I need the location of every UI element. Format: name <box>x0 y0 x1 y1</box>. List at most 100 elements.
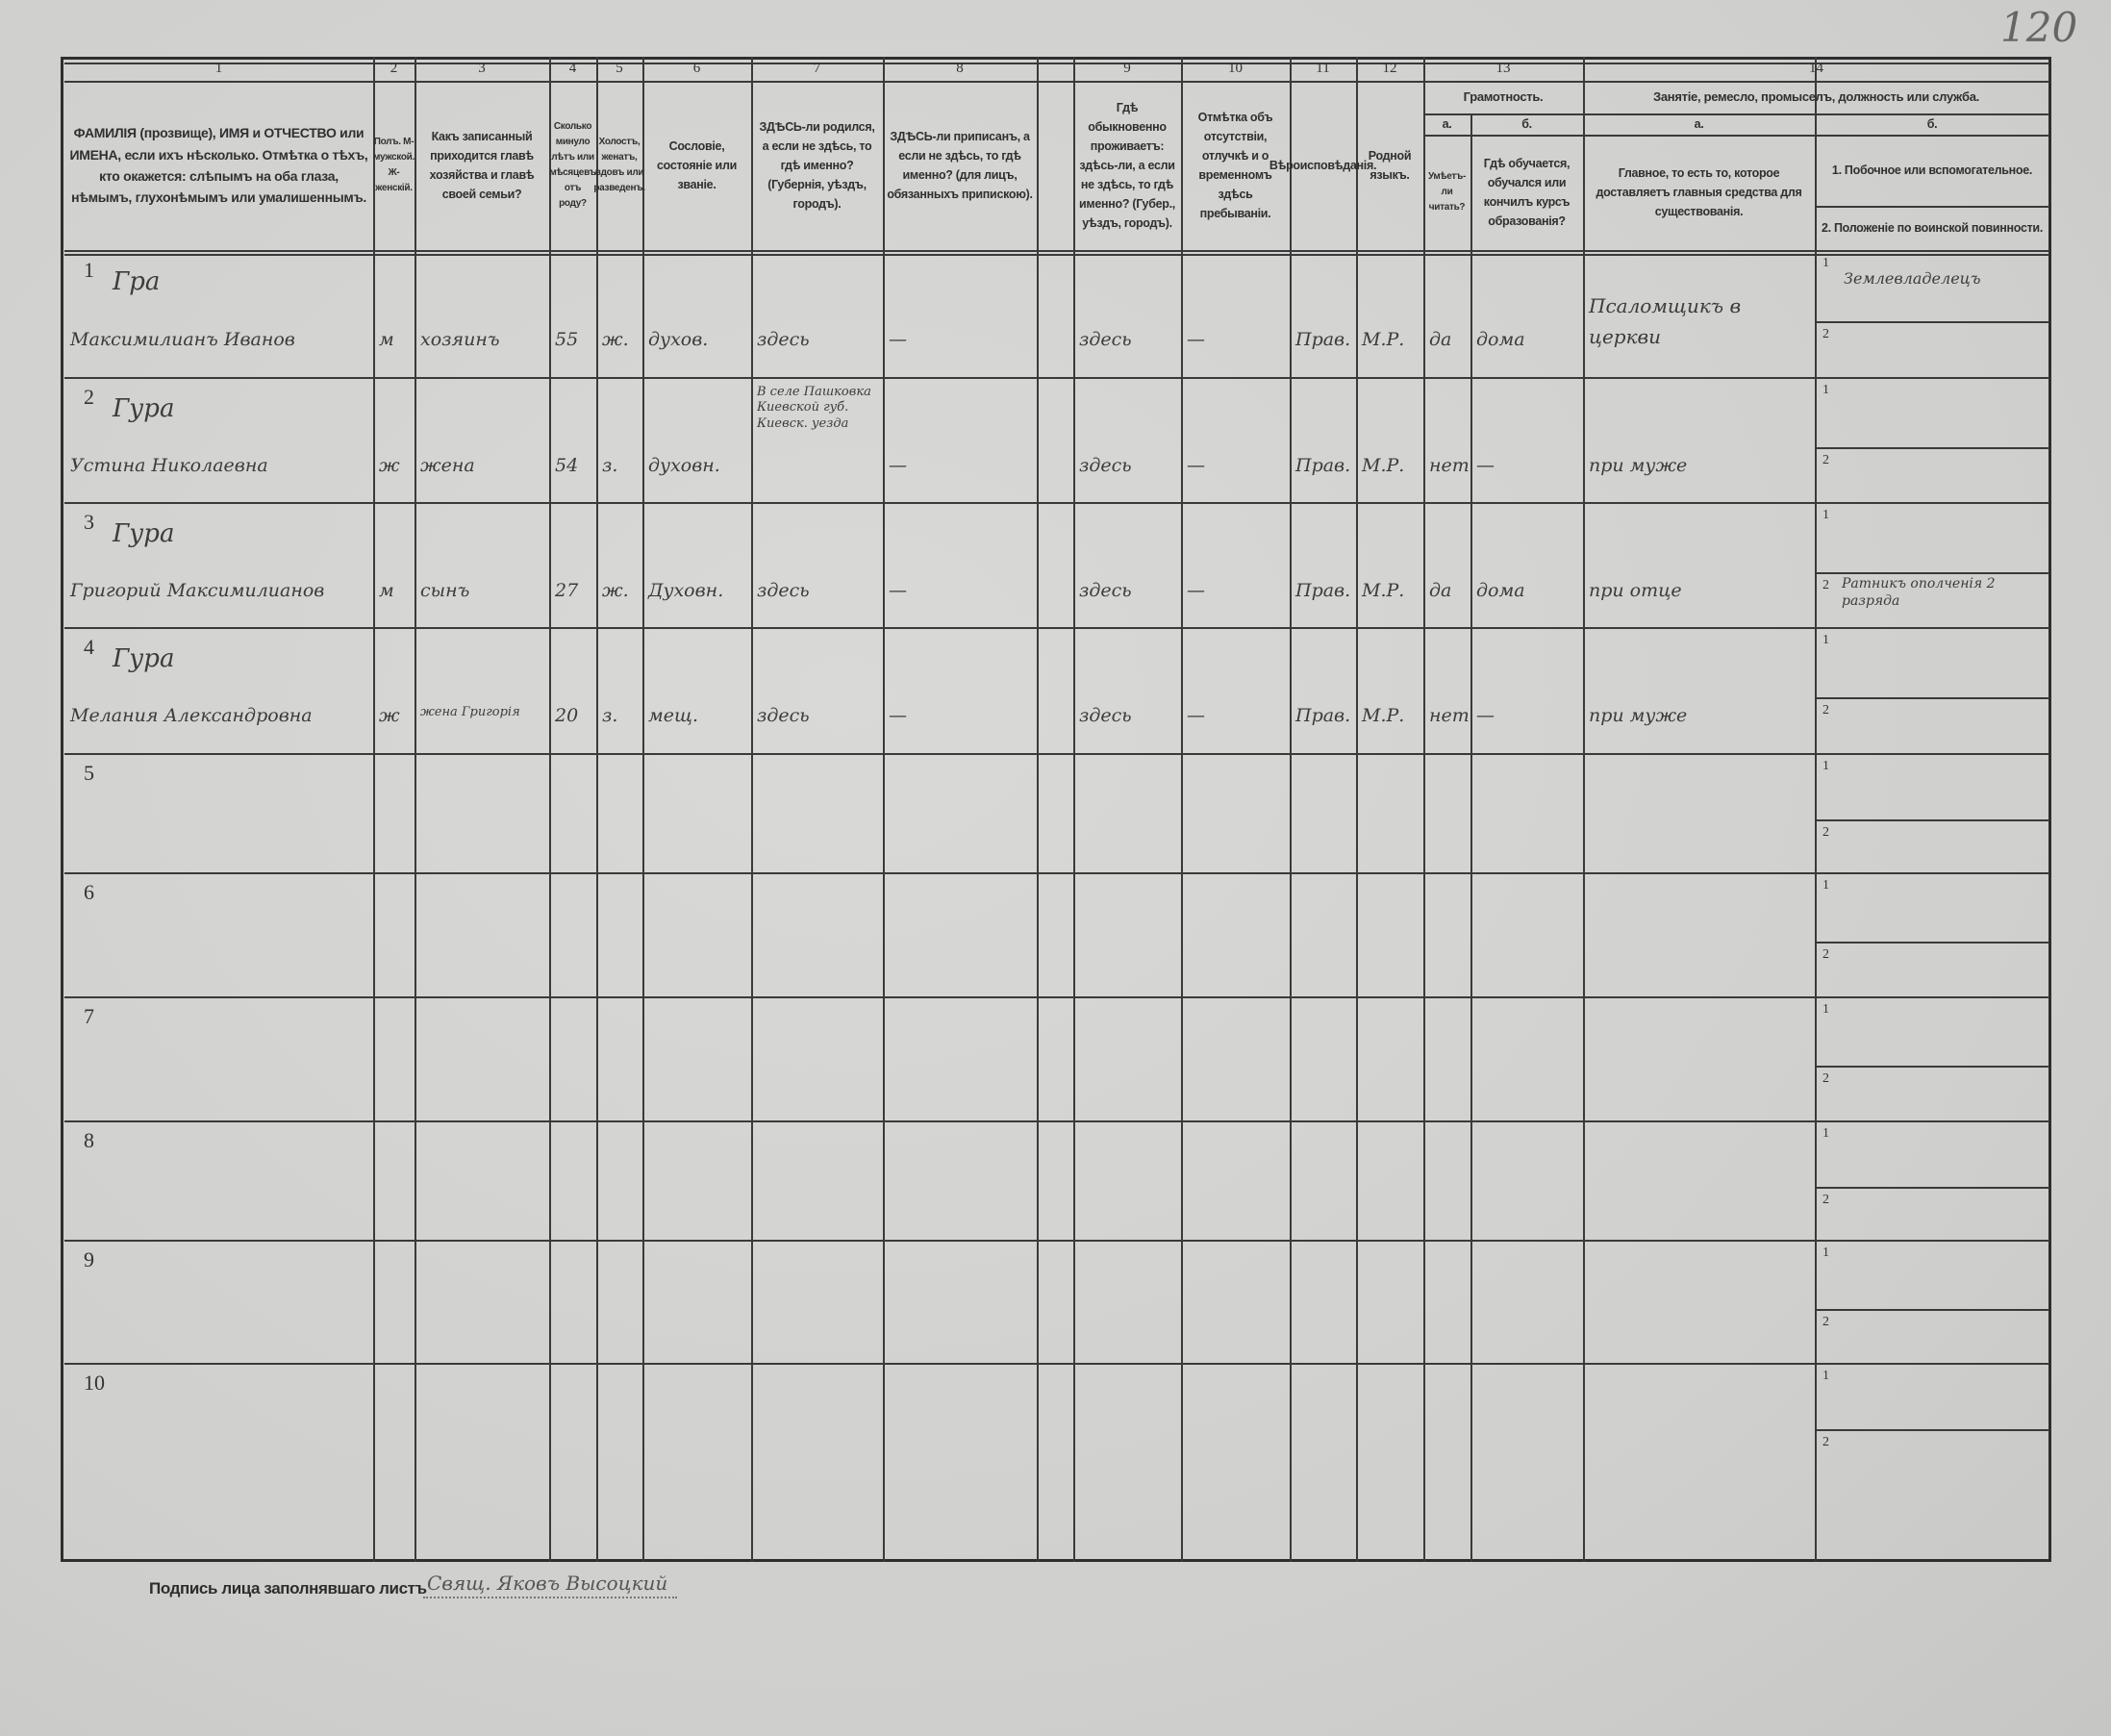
row-number: 1 <box>84 258 94 282</box>
column-number: 10 <box>1228 61 1243 76</box>
row-number: 7 <box>84 1004 94 1028</box>
rule-vertical <box>642 57 644 1562</box>
rule-horizontal <box>1815 1309 2049 1311</box>
cell-marital: ж. <box>602 329 629 350</box>
cell-registered: — <box>889 705 907 726</box>
sub-line-1: 1 <box>1822 1369 1829 1383</box>
rule-vertical <box>415 57 416 1562</box>
cell-age: 55 <box>555 329 579 350</box>
cell-name: Устина Николаевна <box>70 455 268 476</box>
cell-residence: здесь <box>1079 705 1132 726</box>
sub-line-1: 1 <box>1822 759 1829 773</box>
signature-value: Свящ. Яковъ Высоцкий <box>423 1572 678 1598</box>
cell-residence: здесь <box>1079 455 1132 476</box>
rule-horizontal <box>1815 697 2049 699</box>
column-number: 2 <box>390 61 398 76</box>
occupation-b-label: б. <box>1926 117 1938 131</box>
rule-horizontal <box>1815 819 2049 821</box>
column-number: 6 <box>692 61 701 76</box>
column-header-name: ФАМИЛІЯ (прозвище), ИМЯ и ОТЧЕСТВО или И… <box>69 125 368 206</box>
literacy-a-label: а. <box>1442 117 1452 131</box>
rule-horizontal <box>64 1120 2049 1122</box>
rule-horizontal <box>1815 1066 2049 1068</box>
rule-horizontal <box>64 502 2049 504</box>
sub-line-1: 1 <box>1822 383 1829 397</box>
surname: Гура <box>113 394 175 423</box>
rule-horizontal <box>64 250 2049 252</box>
signature-label: Подпись лица заполнявшаго листъ <box>149 1579 427 1598</box>
cell-age: 27 <box>555 580 579 601</box>
sub-line-2: 2 <box>1822 1315 1829 1329</box>
cell-language: М.Р. <box>1362 329 1405 350</box>
surname: Гура <box>113 644 175 673</box>
sub-line-2: 2 <box>1822 578 1829 592</box>
column-number: 12 <box>1382 61 1397 76</box>
cell-marital: з. <box>602 705 618 726</box>
column-header-age: Сколько минуло лѣтъ или мѣсяцевъ отъ род… <box>549 121 596 209</box>
cell-sex: ж <box>379 455 400 476</box>
cell-absence: — <box>1187 705 1205 726</box>
column-number: 8 <box>956 61 964 76</box>
rule-vertical <box>1815 57 1817 1562</box>
cell-relation: жена <box>420 455 475 476</box>
rule-horizontal <box>64 63 2049 64</box>
rule-vertical <box>1181 57 1183 1562</box>
sub-line-2: 2 <box>1822 1435 1829 1449</box>
cell-lit-a: да <box>1429 580 1452 601</box>
column-header-absence: Отмѣтка объ отсутствіи, отлучкѣ и о врем… <box>1197 111 1273 220</box>
cell-estate: духов. <box>648 329 709 350</box>
literacy-b-label: б. <box>1521 117 1532 131</box>
cell-estate: духовн. <box>648 455 720 476</box>
cell-residence: здесь <box>1079 580 1132 601</box>
rule-horizontal <box>64 1363 2049 1365</box>
cell-registered: — <box>889 580 907 601</box>
row-number: 2 <box>84 385 94 409</box>
cell-estate: мещ. <box>648 705 699 726</box>
rule-vertical <box>751 57 753 1562</box>
cell-occ-main: Псаломщикъ в церкви <box>1589 294 1742 348</box>
cell-occ-main: при муже <box>1589 705 1688 726</box>
cell-occ-main: при отце <box>1589 580 1682 601</box>
rule-vertical <box>1073 57 1075 1562</box>
cell-marital: ж. <box>602 580 629 601</box>
rule-horizontal <box>64 81 2049 83</box>
column-header-occupation-aux: 1. Побочное или вспомогательное. <box>1831 164 2033 177</box>
column-header-language: Родной языкъ. <box>1368 149 1412 182</box>
cell-occ-aux: Землевладелецъ <box>1844 269 1981 288</box>
rule-horizontal <box>1423 135 2049 137</box>
cell-birth: здесь <box>757 705 810 726</box>
cell-language: М.Р. <box>1362 455 1405 476</box>
column-header-sex: Полъ. М-мужской. Ж-женскій. <box>373 137 415 193</box>
rule-horizontal <box>64 377 2049 379</box>
cell-relation: сынъ <box>420 580 470 601</box>
rule-horizontal <box>1815 1429 2049 1431</box>
sub-line-2: 2 <box>1822 1071 1829 1086</box>
cell-religion: Прав. <box>1295 580 1351 601</box>
row-number: 3 <box>84 510 94 534</box>
row-number: 10 <box>84 1371 105 1395</box>
cell-lit-a: нет <box>1429 455 1470 476</box>
rule-vertical <box>373 57 375 1562</box>
cell-relation: хозяинъ <box>420 329 500 350</box>
rule-horizontal <box>1815 1187 2049 1189</box>
row-number: 8 <box>84 1128 94 1152</box>
column-header-can-read: Умѣетъ-ли читать? <box>1428 171 1466 213</box>
column-number: 4 <box>568 61 577 76</box>
rule-vertical <box>1583 57 1585 1562</box>
military-status-header: 2. Положеніе по воинской повинности. <box>1822 221 2043 235</box>
cell-registered: — <box>889 329 907 350</box>
cell-religion: Прав. <box>1295 329 1351 350</box>
sub-line-1: 1 <box>1822 1126 1829 1141</box>
page-number: 120 <box>2000 4 2078 51</box>
cell-religion: Прав. <box>1295 705 1351 726</box>
row-number: 6 <box>84 880 94 904</box>
cell-marital: з. <box>602 455 618 476</box>
column-number: 11 <box>1316 61 1330 76</box>
rule-horizontal <box>64 996 2049 998</box>
cell-absence: — <box>1187 455 1205 476</box>
column-header-registered: ЗДѢСЬ-ли приписанъ, а если не здѣсь, то … <box>887 130 1033 201</box>
column-header-birthplace: ЗДѢСЬ-ли родился, а если не здѣсь, то гд… <box>759 120 875 211</box>
sub-line-1: 1 <box>1822 1002 1829 1017</box>
cell-relation: жена Григорія <box>420 705 520 719</box>
rule-horizontal <box>1815 321 2049 323</box>
